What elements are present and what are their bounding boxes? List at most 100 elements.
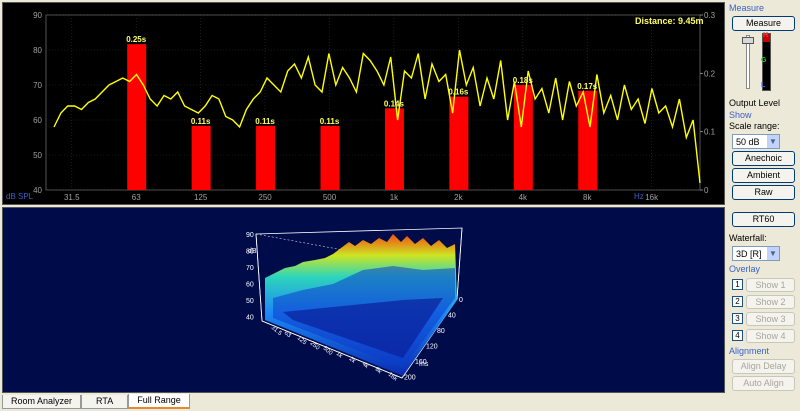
x-tick-label: 8k: [583, 193, 592, 202]
waterfall-freq-tick: 16k: [387, 372, 399, 383]
frequency-response-chart: 0.25s 0.11s 0.11s 0.11s 0.14s 0.16s 0.18s 0.17s…: [2, 2, 725, 205]
waterfall-freq-tick: 250: [309, 341, 321, 352]
waterfall-time-tick: 160: [415, 359, 427, 366]
waterfall-freq-tick: 63: [283, 330, 292, 339]
x-tick-label: 250: [258, 193, 272, 202]
y-tick-label: 90: [33, 11, 42, 20]
meter-label-low: L: [761, 82, 766, 89]
level-bar: [762, 33, 771, 91]
overlay-group-label: Overlay: [729, 264, 761, 274]
bar-value-label: 0.11s: [320, 117, 340, 126]
waterfall-z-tick: 40: [246, 315, 254, 322]
waterfall-time-tick: 80: [437, 328, 445, 335]
y-tick-label: 70: [33, 81, 42, 90]
y-tick-label: 50: [33, 151, 42, 160]
waterfall-z-tick: 50: [246, 298, 254, 305]
waterfall-freq-tick: 500: [322, 346, 334, 357]
waterfall-freq-tick: 31.5: [270, 325, 283, 338]
waterfall-freq-tick: 8k: [374, 367, 383, 376]
waterfall-z-tick: 60: [246, 282, 254, 289]
waterfall-z-tick: 70: [246, 265, 254, 272]
waterfall-time-unit: ms: [419, 361, 429, 368]
scale-range-label: Scale range:: [729, 121, 780, 131]
measure-group-label: Measure: [729, 3, 765, 13]
output-level-meter: H G L: [732, 32, 795, 95]
overlay-number-1[interactable]: 1: [732, 279, 743, 290]
waterfall-3d-plot: 90 80 70 60 50 40 dB 0 40 80 120 160 200 ms 31.5 63…: [2, 207, 725, 393]
waterfall-freq-tick: 1k: [335, 351, 344, 360]
rt60-button[interactable]: RT60: [732, 212, 795, 227]
waterfall-time-tick: 0: [459, 297, 463, 304]
anechoic-button[interactable]: Anechoic: [732, 151, 795, 166]
rt60-bar: [384, 108, 404, 190]
bar-value-label: 0.11s: [255, 117, 275, 126]
x-tick-label: 500: [323, 193, 337, 202]
overlay-show-1-button[interactable]: Show 1: [746, 277, 795, 292]
y-tick-label: 60: [33, 116, 42, 125]
control-sidebar: Measure Measure H G L Output Level Show …: [729, 2, 798, 392]
waterfall-time-tick: 40: [448, 313, 456, 320]
overlay-row-1: 1 Show 1: [732, 277, 795, 292]
rt60-bar: [256, 125, 276, 190]
y-axis-label: dB SPL: [6, 192, 34, 201]
x-tick-label: 63: [132, 193, 141, 202]
align-delay-button[interactable]: Align Delay: [732, 359, 795, 374]
level-slider-track[interactable]: [746, 35, 750, 89]
x-axis-ticks: 31.5 63 125 250 500 1k 2k 4k 8k 16k: [64, 193, 659, 202]
scale-range-value: 50 dB: [736, 136, 760, 147]
x-tick-label: 125: [194, 193, 208, 202]
rt60-bar: [449, 96, 469, 190]
tab-bar: Room Analyzer RTA Full Range: [2, 394, 190, 411]
waterfall-time-tick: 200: [404, 375, 416, 382]
overlay-show-4-button[interactable]: Show 4: [746, 328, 795, 343]
bar-value-label: 0.25s: [126, 35, 147, 44]
overlay-number-2[interactable]: 2: [732, 296, 743, 307]
waterfall-z-ticks: 90 80 70 60 50 40: [246, 232, 254, 322]
raw-button[interactable]: Raw: [732, 185, 795, 200]
show-group-label: Show: [729, 110, 752, 120]
y-right-tick-label: 0: [704, 186, 709, 195]
overlay-row-4: 4 Show 4: [732, 328, 795, 343]
chevron-down-icon: ▼: [767, 247, 779, 260]
overlay-number-3[interactable]: 3: [732, 313, 743, 324]
waterfall-z-tick: 80: [246, 249, 254, 256]
waterfall-freq-tick: 125: [296, 335, 308, 346]
overlay-show-2-button[interactable]: Show 2: [746, 294, 795, 309]
y-right-tick-label: 0.2: [704, 69, 716, 78]
ambient-button[interactable]: Ambient: [732, 168, 795, 183]
y-tick-label: 40: [33, 186, 42, 195]
rt60-bar: [191, 125, 211, 190]
x-tick-label: 1k: [390, 193, 399, 202]
rt60-bars: [127, 44, 598, 190]
waterfall-freq-tick: 4k: [361, 361, 370, 370]
chevron-down-icon: ▼: [767, 135, 779, 148]
scale-range-select[interactable]: 50 dB ▼: [732, 134, 780, 149]
bar-labels: 0.25s 0.11s 0.11s 0.11s 0.14s 0.16s 0.18s 0.17s: [126, 35, 598, 126]
alignment-group-label: Alignment: [729, 346, 770, 356]
bar-value-label: 0.17s: [577, 82, 598, 91]
waterfall-svg: 90 80 70 60 50 40 dB 0 40 80 120 160 200 ms 31.5 63…: [246, 227, 463, 383]
overlay-show-3-button[interactable]: Show 3: [746, 311, 795, 326]
auto-align-button[interactable]: Auto Align: [732, 376, 795, 391]
meter-label-good: G: [761, 57, 767, 64]
waterfall-z-unit: dB: [248, 248, 257, 255]
x-tick-label: 2k: [454, 193, 463, 202]
tab-rta[interactable]: RTA: [81, 395, 129, 409]
y-tick-label: 80: [33, 46, 42, 55]
y-right-tick-label: 0.3: [704, 11, 716, 20]
distance-annotation: Distance: 9.45m: [635, 16, 704, 26]
bar-value-label: 0.16s: [448, 88, 469, 97]
overlay-number-4[interactable]: 4: [732, 330, 743, 341]
tab-full-range[interactable]: Full Range: [128, 394, 190, 409]
waterfall-select[interactable]: 3D [R] ▼: [732, 246, 780, 261]
level-slider-thumb[interactable]: [742, 37, 754, 44]
waterfall-label: Waterfall:: [729, 233, 767, 243]
x-tick-label: 31.5: [64, 193, 80, 202]
x-tick-label: 16k: [645, 193, 659, 202]
measure-button[interactable]: Measure: [732, 16, 795, 31]
waterfall-time-tick: 120: [426, 344, 438, 351]
chart-grid: [45, 14, 701, 191]
tab-room-analyzer[interactable]: Room Analyzer: [2, 395, 82, 409]
rt60-bar: [320, 125, 340, 190]
